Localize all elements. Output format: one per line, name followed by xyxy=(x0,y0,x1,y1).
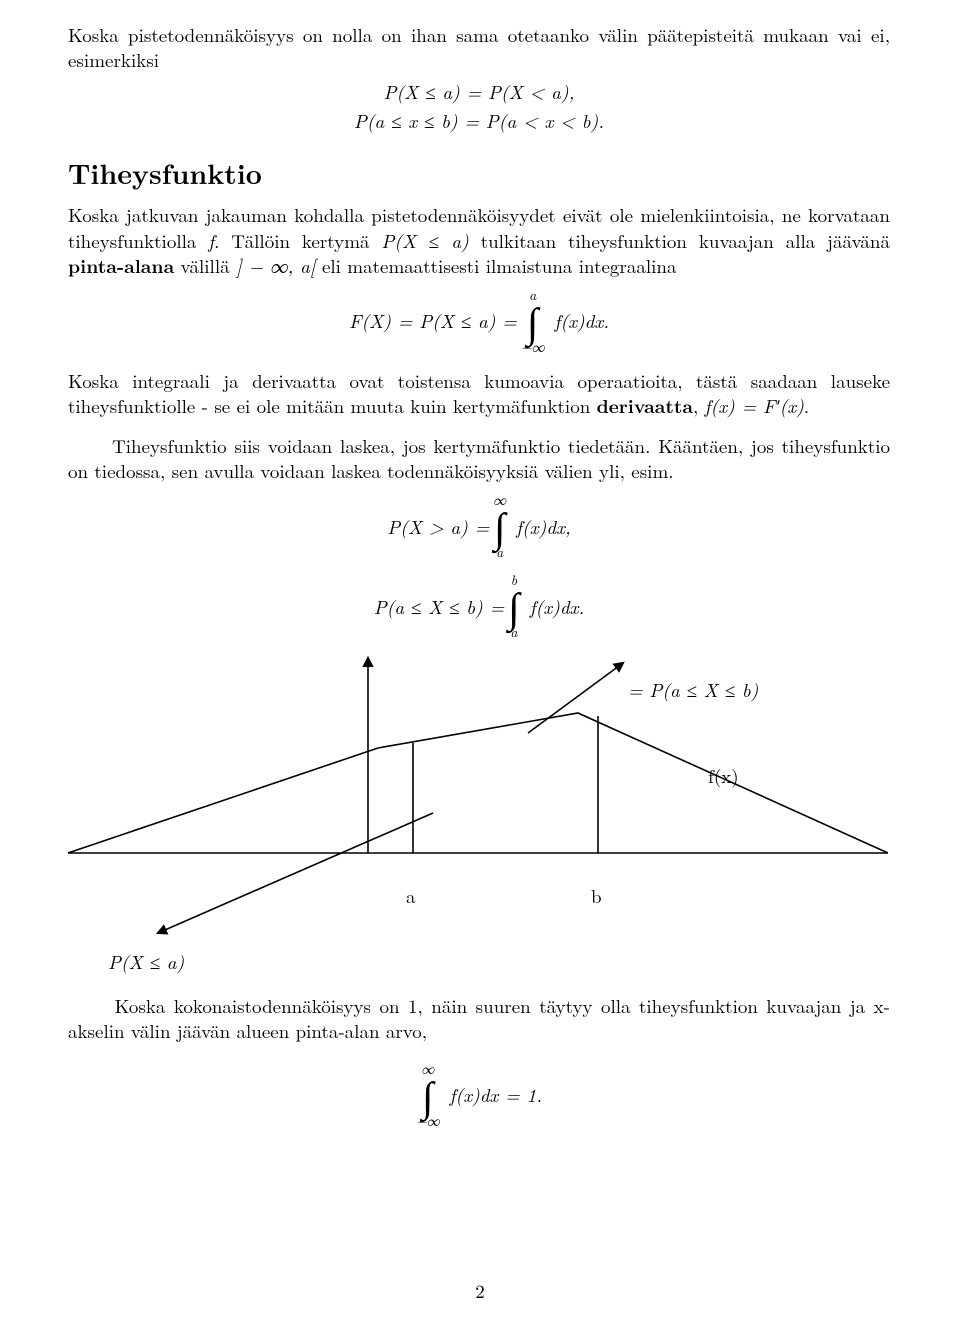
eq3-bot: a xyxy=(496,542,503,562)
p3d: . xyxy=(804,392,809,419)
eq-block-3: P(X > a) = ∞ ∫ a f(x)dx, xyxy=(68,493,890,559)
eq-block-1: P(X ≤ a) = P(X < a), P(a ≤ x ≤ b) = P(a … xyxy=(68,79,890,134)
p2c: tulkitaan tiheysfunktion kuvaajan alla j… xyxy=(469,227,890,254)
eq2-bot: −∞ xyxy=(521,337,545,357)
eq-block-4: P(a ≤ X ≤ b) = b ∫ a f(x)dx. xyxy=(68,573,890,639)
p2-interval: ] − ∞, a[ xyxy=(236,252,316,279)
eq4-bot: a xyxy=(510,622,517,642)
p2b: . Tällöin kertymä xyxy=(214,227,381,254)
label-b: b xyxy=(591,883,602,908)
eq-block-5: ∞ ∫ −∞ f(x)dx = 1. xyxy=(68,1054,890,1128)
integral-icon: ∞ ∫ −∞ xyxy=(416,1062,440,1128)
eq5-bot: −∞ xyxy=(416,1111,440,1131)
integral-icon: ∞ ∫ a xyxy=(493,493,506,559)
eq5-body: f(x)dx = 1. xyxy=(450,1081,542,1108)
eq-block-2: F(X) = P(X ≤ a) = a ∫ −∞ f(x)dx. xyxy=(68,288,890,354)
para-2: Koska jatkuvan jakauman kohdalla pisteto… xyxy=(68,202,890,278)
para-5: Koska kokonaistodennäköisyys on 1, näin … xyxy=(68,993,890,1044)
eq4-lhs: P(a ≤ X ≤ b) = xyxy=(374,594,504,619)
label-p-x-a: P(X ≤ a) xyxy=(108,949,184,974)
p2e: eli matemaattisesti ilmaistuna integraal… xyxy=(316,252,677,279)
density-diagram: = P(a ≤ X ≤ b) f(x) a b P(X ≤ a) xyxy=(68,653,890,983)
page-number: 2 xyxy=(0,1278,960,1303)
eq4-body: f(x)dx. xyxy=(530,593,585,620)
heading-tiheysfunktio: Tiheysfunktio xyxy=(68,155,890,192)
p2-pxa: P(X ≤ a) xyxy=(381,227,468,254)
para-1: Koska pistetodennäköisyys on nolla on ih… xyxy=(68,22,890,73)
para-1-text: Koska pistetodennäköisyys on nolla on ih… xyxy=(68,21,890,73)
p2d: välillä xyxy=(174,252,236,279)
p4-text: Tiheysfunktio siis voidaan laskea, jos k… xyxy=(68,432,890,484)
eq2-body: f(x)dx. xyxy=(554,307,609,334)
eq3-body: f(x)dx, xyxy=(516,513,571,540)
para-4: Tiheysfunktio siis voidaan laskea, jos k… xyxy=(68,433,890,484)
eq1a: P(X ≤ a) = P(X < a), xyxy=(384,78,575,105)
label-a: a xyxy=(406,883,416,908)
label-p-a-b: = P(a ≤ X ≤ b) xyxy=(628,677,758,702)
integral-icon: b ∫ a xyxy=(508,573,520,639)
integral-icon: a ∫ −∞ xyxy=(521,288,545,354)
eq3-lhs: P(X > a) = xyxy=(387,514,489,539)
p2-bold: pinta-alana xyxy=(68,251,174,279)
eq2-lhs: F(X) = P(X ≤ a) = xyxy=(349,308,517,333)
p5-text: Koska kokonaistodennäköisyys on 1, näin … xyxy=(68,992,890,1044)
eq1b: P(a ≤ x ≤ b) = P(a < x < b). xyxy=(354,107,604,134)
p3-bold: derivaatta xyxy=(597,391,693,419)
p3b: , xyxy=(693,392,705,419)
para-3: Koska integraali ja derivaatta ovat tois… xyxy=(68,368,890,419)
label-fx: f(x) xyxy=(708,763,739,788)
p3c: f(x) = F′(x) xyxy=(705,392,804,419)
